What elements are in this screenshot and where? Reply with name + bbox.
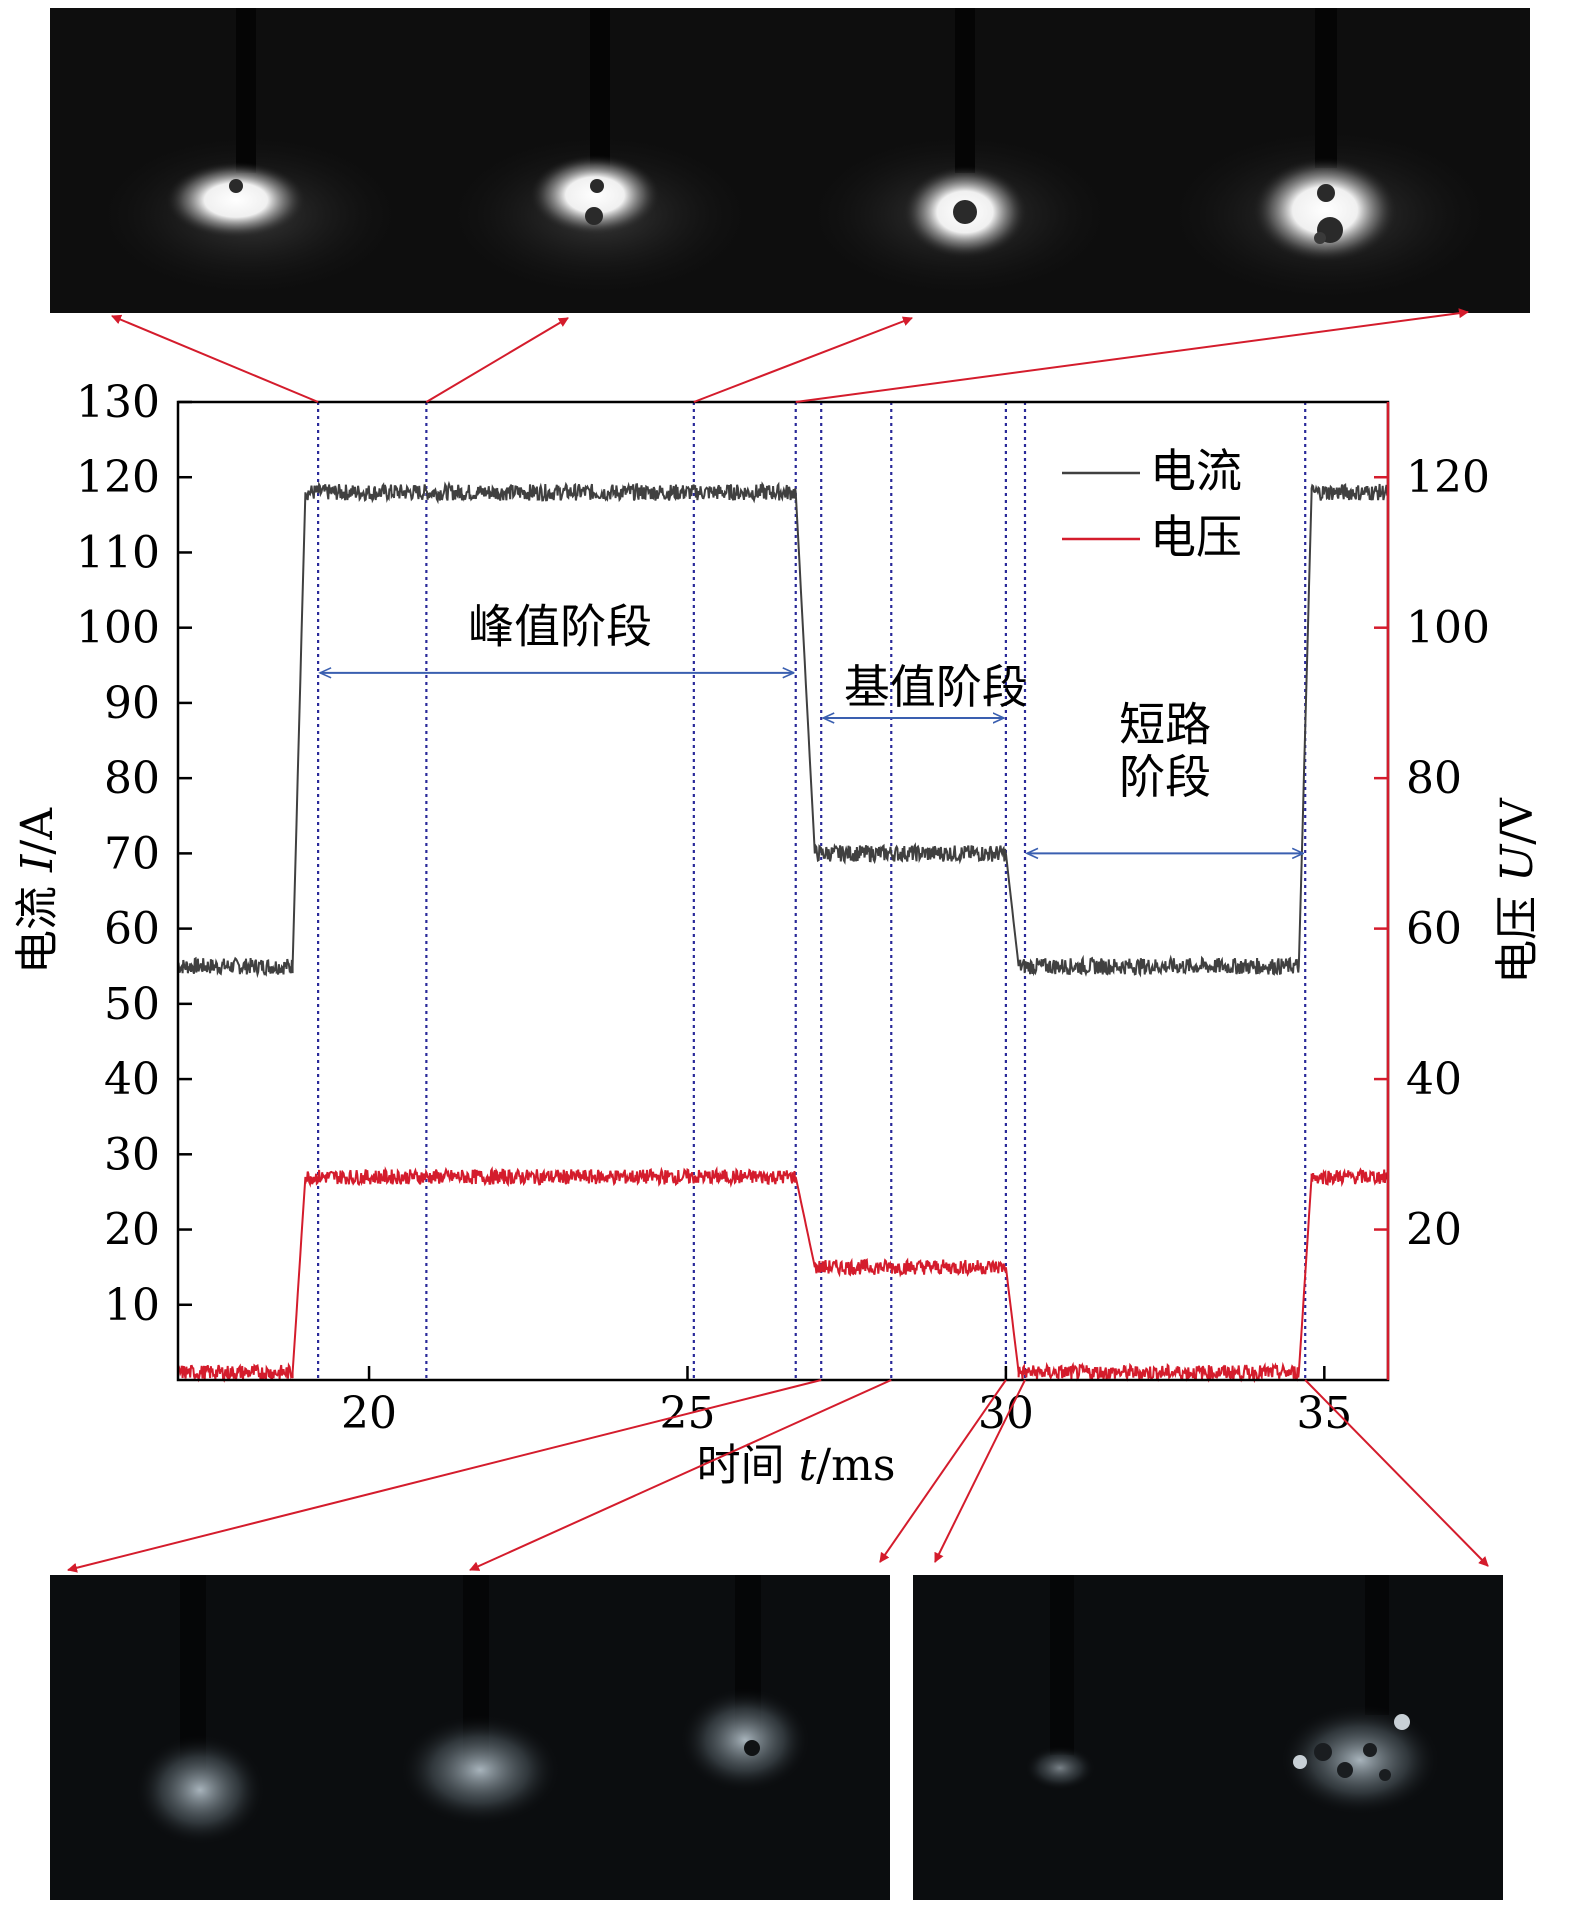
x-axis-label-unit: /ms xyxy=(816,1440,895,1491)
y-left-tick-label: 20 xyxy=(104,1205,160,1256)
bottom-callout-arrow-2 xyxy=(469,1379,892,1571)
series-line-voltage xyxy=(177,1166,1389,1384)
phase-label-3: 短路 xyxy=(1119,697,1211,751)
top-callout-arrow-4 xyxy=(795,308,1469,403)
phase-label-2: 基值阶段 xyxy=(844,660,1028,714)
x-tick-label: 30 xyxy=(978,1388,1034,1439)
span-arrow-head-left xyxy=(318,667,332,679)
bottom-frame-3 xyxy=(680,1575,810,1792)
y-left-tick-label: 80 xyxy=(104,753,160,804)
x-axis-label: 时间 t/ms xyxy=(697,1440,896,1491)
top-frame-2 xyxy=(450,8,750,295)
x-tick-label: 20 xyxy=(341,1388,397,1439)
y-right-tick-label: 40 xyxy=(1406,1054,1462,1105)
span-arrow-head-left xyxy=(821,712,835,724)
chart: 20253035 102030405060708090100110120130 … xyxy=(12,377,1543,1491)
bottom-frame-2 xyxy=(400,1575,560,1825)
y-right-tick-label: 100 xyxy=(1406,603,1490,654)
y-axis-left-label-prefix: 电流 xyxy=(12,872,63,974)
legend-label-voltage: 电压 xyxy=(1150,510,1242,564)
bottom-callout-arrow-5 xyxy=(1304,1379,1489,1567)
y-left-tick-label: 120 xyxy=(76,452,160,503)
y-left-tick-label: 100 xyxy=(76,603,160,654)
series-layer xyxy=(177,480,1389,1384)
x-axis-label-symbol: t xyxy=(799,1440,817,1491)
y-right-tick-label: 20 xyxy=(1406,1205,1462,1256)
legend-label-current: 电流 xyxy=(1150,444,1242,498)
top-callout-arrow-1 xyxy=(111,314,319,403)
bottom-photo-strip-right xyxy=(913,1575,1503,1900)
y-axis-left-label-symbol: I xyxy=(12,853,63,873)
y-axis-right-label: 电压 U/V xyxy=(1492,797,1543,984)
y-axis-left-label: 电流 I/A xyxy=(12,807,63,974)
bottom-callout-arrow-4 xyxy=(934,1379,1026,1563)
bottom-frame-4 xyxy=(1025,1575,1095,1790)
y-left-tick-label: 90 xyxy=(104,678,160,729)
top-photo-strip xyxy=(50,8,1530,313)
top-callout-arrow-3 xyxy=(693,316,913,403)
y-left-tick-label: 40 xyxy=(104,1054,160,1105)
y-left-tick-label: 60 xyxy=(104,904,160,955)
y-axis-right-label-prefix: 电压 xyxy=(1492,882,1543,984)
y-axis-right-label-unit: /V xyxy=(1492,797,1543,845)
callout-arrows xyxy=(67,308,1489,1573)
x-tick-label: 35 xyxy=(1296,1388,1352,1439)
y-left-tick-label: 30 xyxy=(104,1129,160,1180)
x-axis-label-prefix: 时间 xyxy=(697,1440,799,1491)
bottom-frame-1 xyxy=(135,1575,265,1845)
y-left-tick-label: 10 xyxy=(104,1280,160,1331)
y-left-tick-label: 50 xyxy=(104,979,160,1030)
y-left-tick-label: 110 xyxy=(76,527,160,578)
top-frame-3 xyxy=(810,8,1110,295)
bottom-photo-strip-left xyxy=(50,1575,890,1900)
y-right-tick-label: 120 xyxy=(1406,452,1490,503)
y-axis-left: 10 20 30 40 50 60 70 80 90 100 110 120 130 xyxy=(76,377,192,1331)
phase-label-4: 阶段 xyxy=(1119,750,1211,804)
top-frame-4 xyxy=(1170,8,1490,300)
phase-label-1: 峰值阶段 xyxy=(468,600,652,654)
top-callout-arrow-2 xyxy=(425,317,569,403)
y-left-tick-label: 70 xyxy=(104,828,160,879)
span-arrow-head-left xyxy=(1025,847,1039,860)
top-frame-1 xyxy=(100,8,400,295)
y-right-tick-label: 60 xyxy=(1406,904,1462,955)
y-left-tick-label: 130 xyxy=(76,377,160,428)
bottom-frame-5 xyxy=(1280,1575,1440,1815)
series-line-current xyxy=(177,480,1389,979)
y-axis-right-label-symbol: U xyxy=(1492,843,1543,882)
bottom-callout-arrow-1 xyxy=(67,1379,822,1573)
plot-area xyxy=(178,402,1388,1380)
y-axis-left-label-unit: /A xyxy=(12,807,63,855)
marker-lines xyxy=(317,402,1307,1380)
y-right-tick-label: 80 xyxy=(1406,753,1462,804)
bottom-callout-arrow-3 xyxy=(879,1379,1007,1563)
y-axis-right: 20 40 60 80 100 120 xyxy=(1374,452,1490,1256)
